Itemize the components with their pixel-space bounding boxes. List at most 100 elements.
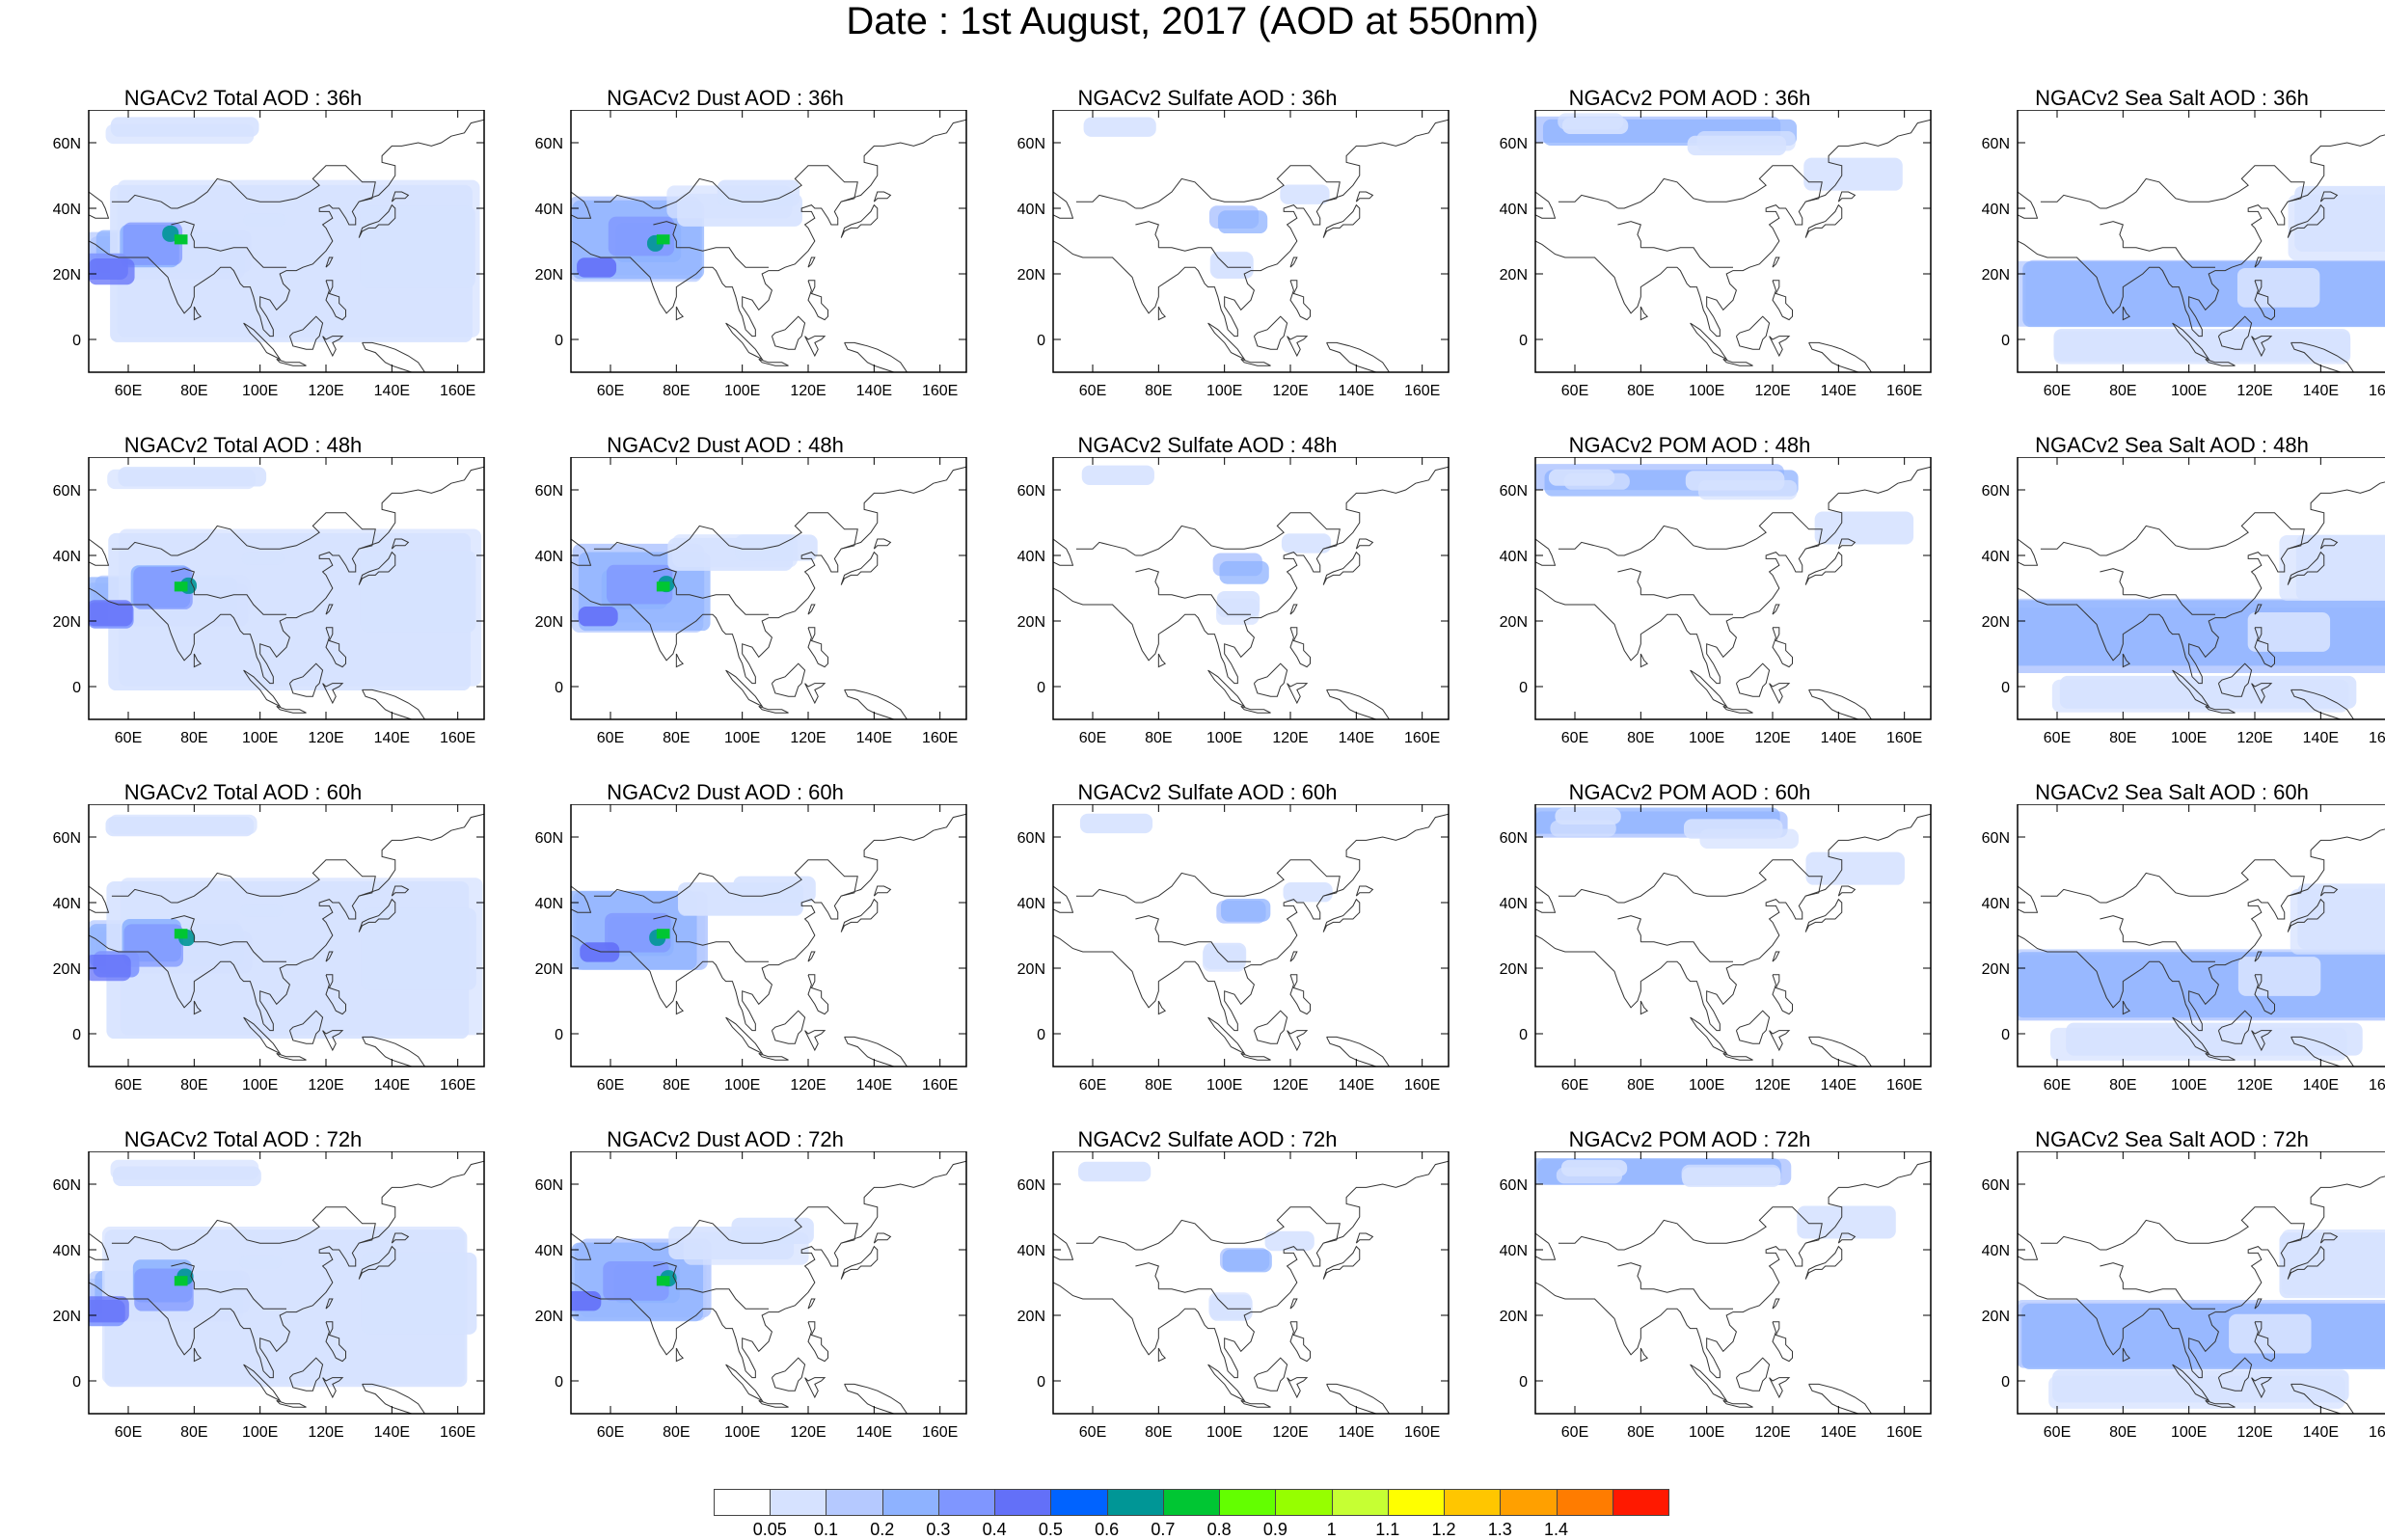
lon-tick-label: 80E xyxy=(663,1077,690,1094)
coastline xyxy=(1617,1262,1641,1289)
map-panel-sulfate-36h: NGACv2 Sulfate AOD : 36h 60E 80E 100E 120E 14… xyxy=(1003,87,1485,424)
lon-tick-label: 100E xyxy=(1206,730,1242,746)
coastline xyxy=(171,915,195,942)
aod-patch xyxy=(361,1252,477,1335)
coastline xyxy=(1772,604,1780,615)
coastline xyxy=(840,1245,879,1280)
coastline xyxy=(1535,885,1557,913)
coastline xyxy=(276,1052,307,1061)
aod-patch xyxy=(1803,157,1903,191)
colorbar-label: 0.7 xyxy=(1151,1520,1176,1539)
colorbar-label: 0.9 xyxy=(1262,1520,1287,1539)
lon-tick-label: 160E xyxy=(922,1077,958,1094)
lat-tick-label: 60N xyxy=(1982,136,2010,152)
coastline xyxy=(2100,512,2305,556)
coastline xyxy=(193,653,203,668)
coastline xyxy=(1289,604,1298,615)
aod-field xyxy=(571,466,966,719)
coastline xyxy=(1617,568,1641,595)
aod-patch xyxy=(2281,1229,2385,1295)
lon-tick-label: 80E xyxy=(2109,730,2136,746)
lon-tick-label: 140E xyxy=(1821,730,1857,746)
lon-tick-label: 120E xyxy=(1272,1077,1308,1094)
coastline xyxy=(1207,322,1246,361)
aod-patch xyxy=(1222,1249,1272,1273)
aod-patch xyxy=(2237,957,2321,996)
lat-tick-label: 20N xyxy=(1500,961,1528,978)
coastline xyxy=(1322,898,1361,932)
coastline xyxy=(1289,1298,1298,1310)
lat-tick-label: 40N xyxy=(1500,549,1528,565)
colorbar-swatch xyxy=(1050,1489,1108,1516)
coastline xyxy=(653,1206,858,1251)
coastline xyxy=(676,594,769,615)
lat-tick-label: 60N xyxy=(1500,483,1528,500)
coastline xyxy=(89,538,110,566)
coastline xyxy=(171,1262,195,1289)
aod-map: 60E 80E 100E 120E 140E 160E 60N 40N 20N 0 xyxy=(535,457,967,746)
coastline xyxy=(243,1016,282,1055)
lon-tick-label: 160E xyxy=(1404,730,1440,746)
coastline xyxy=(873,885,892,897)
coastline xyxy=(2254,604,2263,615)
map-frame xyxy=(88,457,485,720)
coastline xyxy=(2205,1052,2236,1061)
lat-tick-label: 60N xyxy=(1017,1177,1045,1194)
aod-patch xyxy=(2247,612,2331,652)
aod-patch xyxy=(1078,1161,1152,1182)
coastline xyxy=(804,683,827,705)
coastline xyxy=(2100,1206,2305,1251)
lat-tick-label: 0 xyxy=(72,333,81,349)
aod-patch xyxy=(238,1255,283,1269)
aod-field xyxy=(89,466,484,719)
aod-map: 60E 80E 100E 120E 140E 160E 60N 40N 20N 0 xyxy=(1017,457,1450,746)
colorbar-label: 1.2 xyxy=(1431,1520,1456,1539)
lon-tick-label: 160E xyxy=(2369,383,2385,399)
lon-tick-label: 140E xyxy=(1821,1077,1857,1094)
coastline xyxy=(725,1016,764,1055)
aod-field xyxy=(1535,1158,1931,1414)
coastline xyxy=(362,1036,426,1067)
coastline xyxy=(1289,627,1311,668)
map-frame xyxy=(570,110,967,373)
aod-map: 60E 80E 100E 120E 140E 160E 60N 40N 20N 0 xyxy=(1982,1151,2385,1441)
coastline xyxy=(725,669,764,708)
lat-tick-label: 20N xyxy=(53,961,81,978)
coastline xyxy=(653,915,677,942)
aod-patch xyxy=(1556,1167,1623,1184)
coastline xyxy=(391,538,410,550)
colorbar-label: 1.4 xyxy=(1544,1520,1569,1539)
coastline xyxy=(2287,1245,2325,1280)
coastline xyxy=(807,604,816,615)
lat-tick-label: 20N xyxy=(535,961,563,978)
aod-patch xyxy=(1563,473,1630,490)
lon-tick-label: 120E xyxy=(1272,730,1308,746)
coastline xyxy=(1322,551,1361,585)
coastline xyxy=(1053,813,1449,1032)
coastline xyxy=(2217,315,2253,350)
aod-field xyxy=(2018,1175,2385,1414)
lon-tick-label: 100E xyxy=(2171,1424,2207,1441)
aod-patch xyxy=(2288,194,2385,260)
aod-patch xyxy=(2021,1304,2385,1370)
coastline xyxy=(194,247,286,268)
lat-tick-label: 60N xyxy=(53,830,81,847)
lat-tick-label: 40N xyxy=(535,896,563,912)
aod-patch xyxy=(1681,1164,1781,1185)
coastline xyxy=(391,191,410,203)
lon-tick-label: 100E xyxy=(1689,1077,1724,1094)
coastline xyxy=(1253,1357,1288,1391)
coastline xyxy=(171,568,195,595)
coastline xyxy=(653,859,858,904)
map-panel-total-48h: NGACv2 Total AOD : 48h 60E 80E 100E 120E 140E… xyxy=(39,434,521,771)
lat-tick-label: 60N xyxy=(1500,1177,1528,1194)
map-panel-seasalt-48h: NGACv2 Sea Salt AOD : 48h 60E 80E 100E 120E 1… xyxy=(1967,434,2385,771)
map-panel-dust-48h: NGACv2 Dust AOD : 48h 60E 80E 100E 120E 140E 1… xyxy=(521,434,1003,771)
lat-tick-label: 40N xyxy=(1017,896,1045,912)
coastline xyxy=(1808,341,1873,372)
page-title: Date : 1st August, 2017 (AOD at 550nm) xyxy=(846,0,1539,42)
coastline xyxy=(2040,1235,2100,1251)
panel-title: NGACv2 Sulfate AOD : 48h xyxy=(1077,433,1338,457)
lon-tick-label: 140E xyxy=(1821,1424,1857,1441)
lon-tick-label: 120E xyxy=(1272,383,1308,399)
